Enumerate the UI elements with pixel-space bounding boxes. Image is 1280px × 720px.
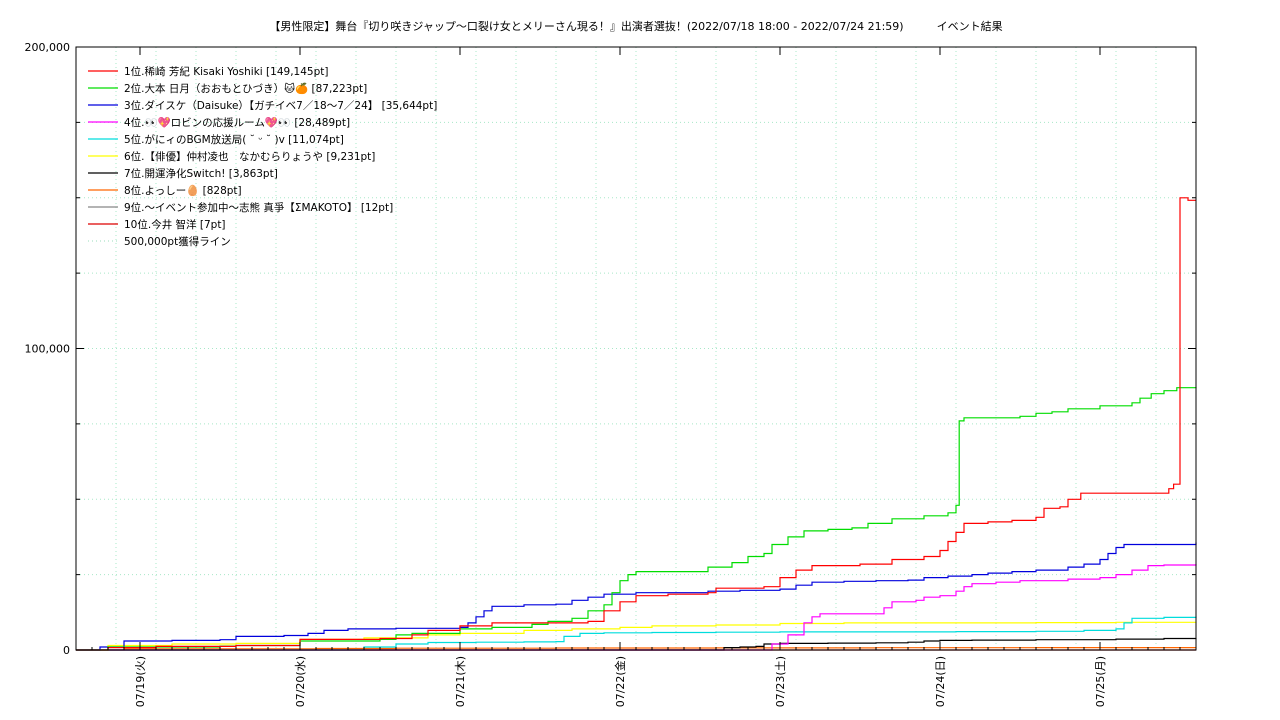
grid xyxy=(76,47,1196,650)
legend-label: 10位.今井 智洋 [7pt] xyxy=(124,218,226,231)
series-line xyxy=(76,637,1197,651)
legend-label: 6位.【俳優】仲村凌也 なかむらりょうや [9,231pt] xyxy=(124,150,375,163)
legend-label: 7位.開運浄化Switch! [3,863pt] xyxy=(124,167,278,180)
series-line xyxy=(76,564,1197,651)
series-line xyxy=(76,621,1197,651)
legend-label: 9位.〜イベント参加中〜志熊 真爭【ΣMAKOTO】 [12pt] xyxy=(124,201,393,214)
y-tick-label: 200,000 xyxy=(25,41,71,54)
series-line xyxy=(76,387,1197,651)
legend-label: 2位.大本 日月（おおもとひづき）🐱🍊 [87,223pt] xyxy=(124,82,367,95)
legend-label: 8位.よっしー🥚 [828pt] xyxy=(124,184,242,197)
x-tick-label: 07/22(金) xyxy=(613,656,627,707)
x-tick-label: 07/25(月) xyxy=(1094,656,1107,707)
y-tick-label: 0 xyxy=(63,644,70,657)
legend: 1位.稀崎 芳紀 Kisaki Yoshiki [149,145pt] 2位.大本… xyxy=(88,65,437,248)
legend-label: 4位.👀💖ロビンの応援ルーム💖👀 [28,489pt] xyxy=(124,116,350,129)
series-line xyxy=(76,542,1197,651)
series-line xyxy=(76,616,1197,651)
y-tick-label: 100,000 xyxy=(25,343,71,356)
legend-label-reference: 500,000pt獲得ライン xyxy=(124,235,231,248)
legend-label: 3位.ダイスケ（Daisuke）【ガチイベ7／18〜7／24】 [35,644p… xyxy=(124,99,437,112)
legend-label: 1位.稀崎 芳紀 Kisaki Yoshiki [149,145pt] xyxy=(124,65,328,78)
axes: 0 100,000 200,000 07/19(火) 07/20(水) 07/21(木) 0… xyxy=(25,41,1196,707)
x-tick-label: 07/23(土) xyxy=(774,656,787,707)
x-tick-label: 07/19(火) xyxy=(134,656,147,707)
x-tick-label: 07/24(日) xyxy=(934,656,947,707)
x-tick-label: 07/21(木) xyxy=(454,656,467,707)
series-line xyxy=(76,197,1196,651)
x-tick-label: 07/20(水) xyxy=(294,656,307,707)
chart-title: 【男性限定】舞台『切り咲きジャップ〜口裂け女とメリーさん現る！』出演者選抜！(2… xyxy=(269,19,1002,33)
legend-label: 5位.がにィのBGM放送局( ˘ ᵕ ˘ )v [11,074pt] xyxy=(124,133,344,146)
